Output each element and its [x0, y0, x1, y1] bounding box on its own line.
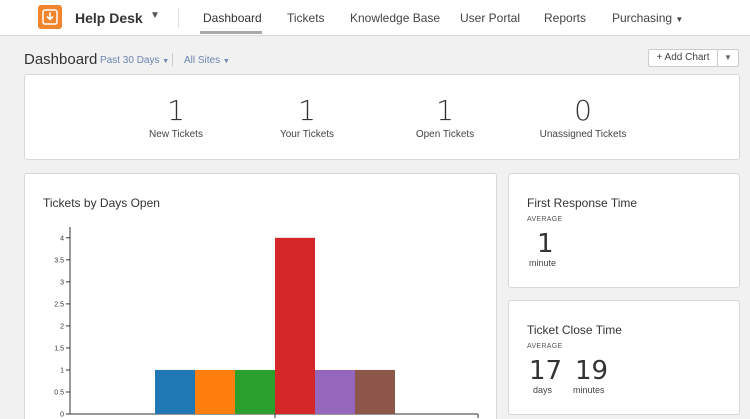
stat-open-tickets[interactable]: 1 Open Tickets: [385, 94, 505, 141]
close-time-minutes-value: 19: [575, 356, 609, 386]
y-tick-label: 2.5: [54, 301, 64, 308]
nav-knowledge-base[interactable]: Knowledge Base: [350, 11, 441, 25]
bar: [315, 369, 355, 414]
stat-value: 1: [167, 94, 185, 127]
tickets-by-days-open-chart: 0 0.5 1 1.5 2 2.5 3 3.5 4: [54, 227, 479, 419]
page-title: Dashboard: [24, 51, 98, 68]
bar: [355, 369, 395, 414]
ticket-download-icon: [42, 9, 58, 25]
stat-label: New Tickets: [149, 129, 203, 140]
site-filter-label: All Sites: [184, 55, 221, 66]
active-tab-indicator: [200, 31, 262, 34]
close-time-days-unit: days: [533, 385, 553, 395]
card-title: Ticket Close Time: [527, 323, 622, 337]
bar: [195, 369, 235, 414]
stat-new-tickets[interactable]: 1 New Tickets: [116, 94, 236, 141]
stat-your-tickets[interactable]: 1 Your Tickets: [247, 94, 367, 141]
card-subtitle: AVERAGE: [527, 343, 563, 350]
y-tick-label: 3: [60, 279, 64, 286]
first-response-value: 1: [537, 229, 554, 259]
nav-dashboard[interactable]: Dashboard: [203, 11, 262, 25]
stat-label: Unassigned Tickets: [539, 129, 627, 140]
card-title: First Response Time: [527, 196, 638, 210]
y-tick-label: 0: [60, 412, 64, 419]
card-subtitle: AVERAGE: [527, 216, 563, 223]
filter-divider: [172, 53, 173, 66]
bar: [235, 369, 275, 414]
app-switcher-chevron-down-icon[interactable]: ▼: [150, 10, 160, 21]
stat-value: 1: [436, 94, 454, 127]
y-tick-label: 1.5: [54, 345, 64, 352]
y-tick-label: 0.5: [54, 389, 64, 396]
app-name[interactable]: Help Desk: [75, 10, 143, 26]
nav-purchasing[interactable]: Purchasing ▼: [612, 11, 683, 25]
y-tick-label: 1: [60, 367, 64, 374]
date-range-label: Past 30 Days: [100, 55, 160, 66]
stat-value: 0: [574, 94, 592, 127]
chart-title: Tickets by Days Open: [43, 196, 160, 210]
date-range-filter[interactable]: Past 30 Days ▼: [100, 55, 169, 66]
chevron-down-icon: ▼: [222, 58, 230, 65]
stats-card: 1 New Tickets 1 Your Tickets 1 Open Tick…: [24, 74, 740, 160]
stat-unassigned-tickets[interactable]: 0 Unassigned Tickets: [523, 94, 643, 141]
first-response-time-card: First Response Time AVERAGE 1 minute: [508, 173, 740, 288]
y-tick-label: 2: [60, 323, 64, 330]
bar: [275, 237, 315, 414]
site-filter[interactable]: All Sites ▼: [184, 55, 230, 66]
nav-user-portal[interactable]: User Portal: [460, 11, 521, 25]
nav-tickets[interactable]: Tickets: [287, 11, 325, 25]
nav-purchasing-label: Purchasing: [612, 11, 673, 25]
stat-label: Open Tickets: [415, 129, 475, 140]
ticket-close-time-card: Ticket Close Time AVERAGE 17 days 19 min…: [508, 300, 740, 415]
first-response-unit: minute: [529, 258, 557, 268]
nav-reports[interactable]: Reports: [544, 11, 587, 25]
chevron-down-icon: ▼: [162, 58, 170, 65]
add-chart-dropdown-chevron-icon[interactable]: ▼: [717, 49, 739, 67]
close-time-days-value: 17: [529, 356, 563, 386]
top-navbar: Help Desk ▼ Dashboard Tickets Knowledge …: [0, 0, 750, 36]
tickets-by-days-open-card: Tickets by Days Open 0 0.5 1 1.5 2 2.5 3 3.5 4: [24, 173, 497, 419]
chevron-down-icon: ▼: [675, 15, 684, 24]
stat-value: 1: [298, 94, 316, 127]
nav-divider: [178, 8, 179, 28]
add-chart-button[interactable]: + Add Chart: [648, 49, 718, 67]
app-logo-icon[interactable]: [38, 5, 62, 29]
bar: [155, 369, 195, 414]
y-tick-label: 3.5: [54, 257, 64, 264]
close-time-minutes-unit: minutes: [573, 385, 605, 395]
y-tick-label: 4: [60, 235, 64, 242]
stat-label: Your Tickets: [279, 129, 335, 140]
